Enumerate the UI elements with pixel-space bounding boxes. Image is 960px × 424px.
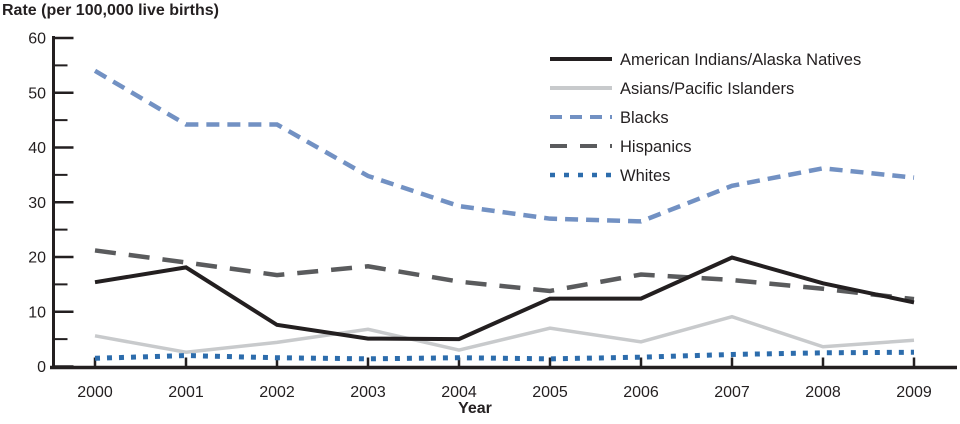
y-axis-tick-label: 30 — [28, 195, 46, 212]
y-axis-tick-label: 40 — [28, 140, 46, 157]
x-axis-tick-label: 2002 — [259, 384, 295, 401]
y-axis-tick-label: 0 — [37, 359, 46, 376]
x-axis-tick-label: 2000 — [77, 384, 113, 401]
x-axis-tick-label: 2007 — [714, 384, 750, 401]
series-line-blacks — [93, 68, 915, 224]
x-axis-tick-label: 2006 — [623, 384, 659, 401]
x-axis-title: Year — [458, 400, 492, 417]
legend-label-1: Asians/Pacific Islanders — [620, 80, 794, 98]
y-axis-tick-label: 10 — [28, 304, 46, 321]
legend-label-2: Blacks — [620, 109, 669, 127]
x-axis-tick-label: 2008 — [805, 384, 841, 401]
y-axis-tick-label: 50 — [28, 85, 46, 102]
y-axis-tick-label: 60 — [28, 31, 46, 48]
y-axis-tick-label: 20 — [28, 250, 46, 267]
x-axis-tick-label: 2009 — [896, 384, 932, 401]
series-line-whites — [94, 349, 915, 362]
x-axis-tick-label: 2004 — [441, 384, 477, 401]
x-axis-tick-label: 2003 — [350, 384, 386, 401]
legend-label-4: Whites — [620, 167, 670, 185]
series-line-american-indians-alaska-natives — [94, 255, 915, 342]
chart-title: Rate (per 100,000 live births) — [2, 2, 219, 19]
x-axis-tick-label: 2001 — [168, 384, 204, 401]
legend-label-3: Hispanics — [620, 138, 692, 156]
legend-label-0: American Indians/Alaska Natives — [620, 51, 861, 69]
x-axis-tick-label: 2005 — [532, 384, 568, 401]
series-line-hispanics — [94, 248, 915, 302]
series-line-asians-pacific-islanders — [94, 314, 915, 355]
